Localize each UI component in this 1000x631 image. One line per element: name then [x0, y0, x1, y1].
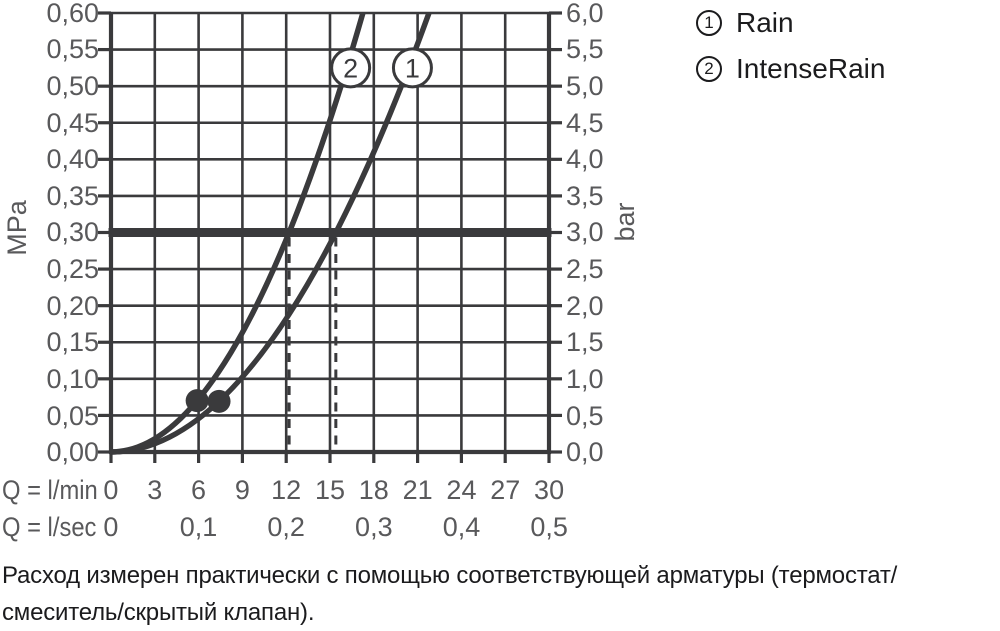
- caption-line-2: смеситель/скрытый клапан).: [2, 599, 315, 626]
- x-tick-label-lmin: 15: [314, 474, 346, 505]
- axis-ticks: [98, 11, 562, 463]
- y-tick-label-bar: 3,5: [566, 180, 604, 211]
- operating-dots: [185, 389, 231, 413]
- legend-label-rain: Rain: [736, 7, 794, 38]
- y-tick-label-mpa: 0,25: [46, 254, 99, 285]
- x-tick-label-lsec: 0,5: [530, 511, 568, 542]
- caption: Расход измерен практически с помощью соо…: [2, 557, 897, 631]
- legend-number-circle-1: 1: [696, 10, 722, 36]
- y-tick-label-bar: 1,0: [566, 363, 604, 394]
- y-tick-label-mpa: 0,50: [46, 71, 99, 102]
- x-tick-label-lmin: 12: [271, 474, 302, 505]
- y-tick-label-mpa: 0,00: [46, 437, 99, 468]
- x-tick-label-lsec: 0,2: [267, 511, 305, 542]
- legend-label-intenserain: IntenseRain: [736, 53, 886, 84]
- x-tick-label-lsec: 0,4: [442, 511, 481, 542]
- curve-badge-circle-2: [330, 47, 372, 89]
- x-tick-label-lmin: 6: [191, 474, 207, 505]
- y-tick-label-bar: 5,5: [566, 34, 604, 65]
- y-tick-label-bar: 1,5: [566, 327, 604, 358]
- x-axis-label-lsec: Q = l/sec: [2, 511, 97, 542]
- y-tick-label-bar: 4,0: [566, 144, 604, 175]
- flow-chart-canvas: 12: [98, 11, 562, 463]
- y-tick-label-bar: 2,0: [566, 290, 604, 321]
- y-tick-label-bar: 3,0: [566, 217, 604, 248]
- x-axis-ticks-lsec: 0 0,1 0,2 0,3 0,4 0,5: [67, 510, 593, 544]
- y-tick-label-mpa: 0,15: [46, 327, 99, 358]
- curve-intenserain: [110, 12, 366, 455]
- curve-badge-number-1: 1: [405, 53, 420, 83]
- y-tick-label-mpa: 0,55: [46, 34, 99, 65]
- x-tick-label-lmin: 3: [147, 474, 163, 505]
- legend-item-rain: 1 Rain: [696, 7, 885, 39]
- flow-curves: [110, 12, 432, 455]
- y-tick-label-mpa: 0,05: [46, 400, 99, 431]
- x-tick-label-lsec: 0,1: [179, 511, 218, 542]
- dot-marker-rain: [207, 389, 231, 413]
- caption-line-1: Расход измерен практически с помощью соо…: [2, 562, 898, 589]
- y-tick-label-mpa: 0,30: [46, 217, 99, 248]
- curve-rain: [110, 12, 432, 455]
- y-tick-label-mpa: 0,35: [46, 180, 99, 211]
- x-tick-label-lmin: 30: [534, 474, 565, 505]
- y-tick-label-mpa: 0,20: [46, 290, 99, 321]
- x-tick-label-lsec: 0,3: [355, 511, 393, 542]
- curve-badge-circle-1: [391, 47, 433, 89]
- x-tick-label-lmin: 0: [103, 474, 119, 505]
- curve-badge-number-2: 2: [343, 53, 358, 83]
- y-tick-label-mpa: 0,10: [46, 363, 99, 394]
- y-tick-label-bar: 6,0: [566, 0, 604, 28]
- legend: 1 Rain 2 IntenseRain: [696, 7, 885, 99]
- y-tick-label-mpa: 0,40: [46, 144, 99, 175]
- y-tick-label-bar: 0,5: [566, 400, 604, 431]
- x-tick-label-lmin: 18: [358, 474, 389, 505]
- y-tick-label-bar: 4,5: [566, 107, 604, 138]
- y-tick-label-bar: 0,0: [566, 437, 604, 468]
- curve-number-badges: 12: [330, 47, 433, 89]
- y-axis-ticks-mpa: 0,60 0,55 0,50 0,45 0,40 0,35 0,30 0,25 0,20 0,15…: [29, 0, 99, 471]
- y-tick-label-bar: 5,0: [566, 71, 604, 102]
- dashed-guides: [287, 237, 338, 452]
- legend-item-intenserain: 2 IntenseRain: [696, 53, 885, 85]
- x-tick-label-lsec: 0: [103, 511, 119, 542]
- legend-number-circle-2: 2: [696, 56, 722, 82]
- y-tick-label-mpa: 0,45: [46, 107, 99, 138]
- y-axis-ticks-bar: 6,0 5,5 5,0 4,5 4,0 3,5 3,0 2,5 2,0 1,5 1,0 0,5 0,0: [566, 0, 636, 471]
- x-tick-label-lmin: 21: [402, 474, 433, 505]
- x-tick-label-lmin: 9: [234, 474, 250, 505]
- x-axis-label-lmin: Q = l/min: [2, 474, 98, 505]
- x-tick-label-lmin: 27: [490, 474, 521, 505]
- y-tick-label-bar: 2,5: [566, 254, 604, 285]
- y-tick-label-mpa: 0,60: [46, 0, 99, 28]
- dot-marker-intenserain: [185, 389, 209, 413]
- x-axis-ticks-lmin: 0 3 6 9 12 15 18 21 24 27 30: [89, 473, 571, 507]
- x-tick-label-lmin: 24: [446, 474, 477, 505]
